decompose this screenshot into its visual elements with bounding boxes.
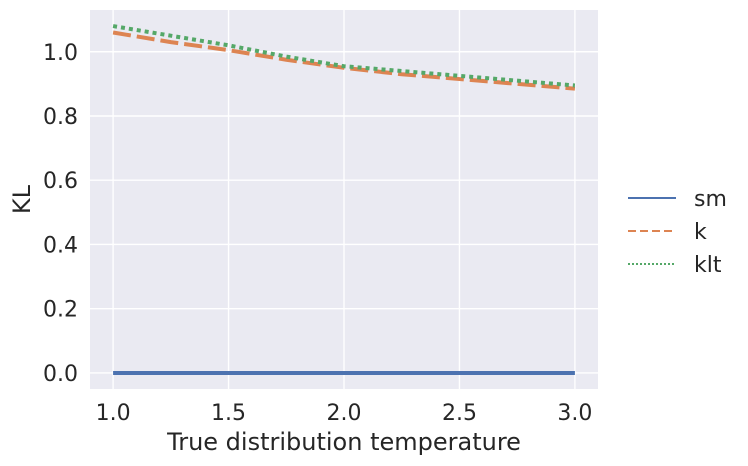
- grid-lines: [90, 10, 598, 389]
- y-axis-label: KL: [8, 184, 36, 214]
- x-tick-label: 2.5: [442, 401, 477, 426]
- x-axis-label: True distribution temperature: [166, 428, 521, 456]
- x-tick-label: 3.0: [557, 401, 592, 426]
- legend-label-k: k: [694, 220, 707, 245]
- tick-labels: 1.0 1.5 2.0 2.5 3.0 0.0 0.2 0.4 0.6 0.8 1.0: [43, 41, 592, 426]
- y-tick-label: 0.2: [43, 298, 78, 323]
- y-tick-label: 0.8: [43, 105, 78, 130]
- legend: sm k klt: [628, 187, 727, 278]
- series-line-klt: [112, 24, 576, 88]
- y-tick-label: 0.6: [43, 169, 78, 194]
- x-tick-label: 2.0: [327, 401, 362, 426]
- legend-label-sm: sm: [694, 187, 727, 212]
- legend-label-klt: klt: [694, 253, 722, 278]
- series-layer: [112, 24, 576, 375]
- y-tick-label: 0.4: [43, 233, 78, 258]
- y-tick-label: 0.0: [43, 362, 78, 387]
- x-tick-label: 1.5: [211, 401, 246, 426]
- y-tick-label: 1.0: [43, 41, 78, 66]
- x-tick-label: 1.0: [96, 401, 131, 426]
